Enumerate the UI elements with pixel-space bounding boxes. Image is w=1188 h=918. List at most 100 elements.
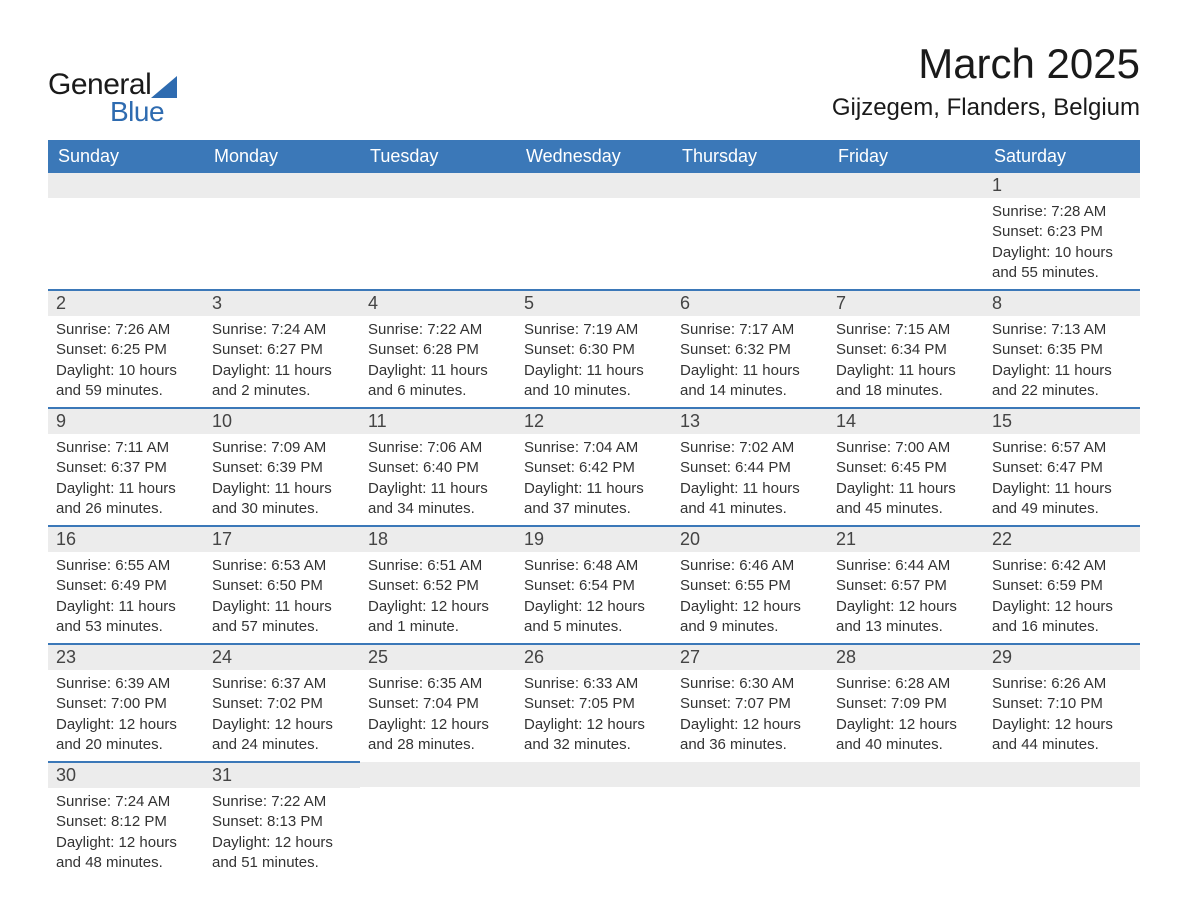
calendar-cell xyxy=(204,173,360,290)
day-content: Sunrise: 7:15 AMSunset: 6:34 PMDaylight:… xyxy=(828,316,984,407)
calendar-week-row: 9Sunrise: 7:11 AMSunset: 6:37 PMDaylight… xyxy=(48,408,1140,526)
day-header-row: Sunday Monday Tuesday Wednesday Thursday… xyxy=(48,140,1140,173)
day-number xyxy=(828,762,984,787)
day-number xyxy=(672,762,828,787)
day-content xyxy=(360,787,516,857)
calendar-cell: 28Sunrise: 6:28 AMSunset: 7:09 PMDayligh… xyxy=(828,644,984,762)
day-header: Friday xyxy=(828,140,984,173)
day-content: Sunrise: 6:55 AMSunset: 6:49 PMDaylight:… xyxy=(48,552,204,643)
day-content: Sunrise: 7:00 AMSunset: 6:45 PMDaylight:… xyxy=(828,434,984,525)
day-number xyxy=(672,173,828,198)
calendar-cell: 31Sunrise: 7:22 AMSunset: 8:13 PMDayligh… xyxy=(204,762,360,879)
header: General Blue March 2025 Gijzegem, Flande… xyxy=(48,40,1140,128)
day-header: Sunday xyxy=(48,140,204,173)
day-number: 13 xyxy=(672,409,828,434)
day-header: Saturday xyxy=(984,140,1140,173)
calendar-cell xyxy=(672,173,828,290)
day-number xyxy=(204,173,360,198)
day-number: 31 xyxy=(204,763,360,788)
day-number: 21 xyxy=(828,527,984,552)
calendar-week-row: 1Sunrise: 7:28 AMSunset: 6:23 PMDaylight… xyxy=(48,173,1140,290)
day-number: 15 xyxy=(984,409,1140,434)
day-header: Wednesday xyxy=(516,140,672,173)
day-content: Sunrise: 6:42 AMSunset: 6:59 PMDaylight:… xyxy=(984,552,1140,643)
day-content: Sunrise: 6:37 AMSunset: 7:02 PMDaylight:… xyxy=(204,670,360,761)
day-content: Sunrise: 6:57 AMSunset: 6:47 PMDaylight:… xyxy=(984,434,1140,525)
calendar-cell: 20Sunrise: 6:46 AMSunset: 6:55 PMDayligh… xyxy=(672,526,828,644)
day-number: 9 xyxy=(48,409,204,434)
day-content: Sunrise: 7:26 AMSunset: 6:25 PMDaylight:… xyxy=(48,316,204,407)
month-title: March 2025 xyxy=(832,40,1140,88)
day-content: Sunrise: 7:02 AMSunset: 6:44 PMDaylight:… xyxy=(672,434,828,525)
calendar-cell: 29Sunrise: 6:26 AMSunset: 7:10 PMDayligh… xyxy=(984,644,1140,762)
day-number: 19 xyxy=(516,527,672,552)
calendar-cell: 11Sunrise: 7:06 AMSunset: 6:40 PMDayligh… xyxy=(360,408,516,526)
day-header: Thursday xyxy=(672,140,828,173)
calendar-cell: 14Sunrise: 7:00 AMSunset: 6:45 PMDayligh… xyxy=(828,408,984,526)
day-number: 28 xyxy=(828,645,984,670)
day-number: 2 xyxy=(48,291,204,316)
day-content xyxy=(672,198,828,268)
logo-text-blue: Blue xyxy=(110,96,177,128)
day-number: 6 xyxy=(672,291,828,316)
calendar-cell: 26Sunrise: 6:33 AMSunset: 7:05 PMDayligh… xyxy=(516,644,672,762)
day-number: 16 xyxy=(48,527,204,552)
day-content xyxy=(204,198,360,268)
calendar-cell: 25Sunrise: 6:35 AMSunset: 7:04 PMDayligh… xyxy=(360,644,516,762)
day-content xyxy=(516,198,672,268)
logo: General Blue xyxy=(48,68,177,128)
day-content: Sunrise: 6:33 AMSunset: 7:05 PMDaylight:… xyxy=(516,670,672,761)
day-number: 27 xyxy=(672,645,828,670)
calendar-cell: 24Sunrise: 6:37 AMSunset: 7:02 PMDayligh… xyxy=(204,644,360,762)
calendar-cell xyxy=(516,173,672,290)
day-number: 30 xyxy=(48,763,204,788)
day-content: Sunrise: 7:22 AMSunset: 6:28 PMDaylight:… xyxy=(360,316,516,407)
calendar-week-row: 2Sunrise: 7:26 AMSunset: 6:25 PMDaylight… xyxy=(48,290,1140,408)
day-content: Sunrise: 7:24 AMSunset: 8:12 PMDaylight:… xyxy=(48,788,204,879)
calendar-week-row: 16Sunrise: 6:55 AMSunset: 6:49 PMDayligh… xyxy=(48,526,1140,644)
day-content: Sunrise: 6:44 AMSunset: 6:57 PMDaylight:… xyxy=(828,552,984,643)
day-content: Sunrise: 7:24 AMSunset: 6:27 PMDaylight:… xyxy=(204,316,360,407)
calendar-cell: 7Sunrise: 7:15 AMSunset: 6:34 PMDaylight… xyxy=(828,290,984,408)
day-number: 20 xyxy=(672,527,828,552)
calendar-cell xyxy=(516,762,672,879)
day-content xyxy=(360,198,516,268)
day-number: 26 xyxy=(516,645,672,670)
day-content: Sunrise: 7:04 AMSunset: 6:42 PMDaylight:… xyxy=(516,434,672,525)
calendar-cell: 12Sunrise: 7:04 AMSunset: 6:42 PMDayligh… xyxy=(516,408,672,526)
calendar-cell xyxy=(828,173,984,290)
calendar-cell: 13Sunrise: 7:02 AMSunset: 6:44 PMDayligh… xyxy=(672,408,828,526)
day-number: 5 xyxy=(516,291,672,316)
calendar-cell: 3Sunrise: 7:24 AMSunset: 6:27 PMDaylight… xyxy=(204,290,360,408)
calendar-cell xyxy=(48,173,204,290)
calendar-cell: 15Sunrise: 6:57 AMSunset: 6:47 PMDayligh… xyxy=(984,408,1140,526)
day-content: Sunrise: 7:09 AMSunset: 6:39 PMDaylight:… xyxy=(204,434,360,525)
day-number: 3 xyxy=(204,291,360,316)
day-content: Sunrise: 6:51 AMSunset: 6:52 PMDaylight:… xyxy=(360,552,516,643)
logo-triangle-icon xyxy=(151,76,177,98)
day-content: Sunrise: 6:39 AMSunset: 7:00 PMDaylight:… xyxy=(48,670,204,761)
day-content: Sunrise: 7:13 AMSunset: 6:35 PMDaylight:… xyxy=(984,316,1140,407)
calendar-cell: 18Sunrise: 6:51 AMSunset: 6:52 PMDayligh… xyxy=(360,526,516,644)
day-content: Sunrise: 7:11 AMSunset: 6:37 PMDaylight:… xyxy=(48,434,204,525)
calendar-cell: 10Sunrise: 7:09 AMSunset: 6:39 PMDayligh… xyxy=(204,408,360,526)
day-number xyxy=(48,173,204,198)
day-content: Sunrise: 7:22 AMSunset: 8:13 PMDaylight:… xyxy=(204,788,360,879)
day-number: 7 xyxy=(828,291,984,316)
day-content: Sunrise: 6:28 AMSunset: 7:09 PMDaylight:… xyxy=(828,670,984,761)
day-number: 10 xyxy=(204,409,360,434)
day-number: 1 xyxy=(984,173,1140,198)
day-header: Tuesday xyxy=(360,140,516,173)
day-number: 12 xyxy=(516,409,672,434)
calendar-cell xyxy=(828,762,984,879)
location: Gijzegem, Flanders, Belgium xyxy=(832,94,1140,122)
day-number: 24 xyxy=(204,645,360,670)
day-content xyxy=(516,787,672,857)
day-number xyxy=(516,173,672,198)
day-number xyxy=(984,762,1140,787)
calendar-cell: 4Sunrise: 7:22 AMSunset: 6:28 PMDaylight… xyxy=(360,290,516,408)
calendar-cell: 30Sunrise: 7:24 AMSunset: 8:12 PMDayligh… xyxy=(48,762,204,879)
day-number: 25 xyxy=(360,645,516,670)
calendar-cell: 23Sunrise: 6:39 AMSunset: 7:00 PMDayligh… xyxy=(48,644,204,762)
calendar-cell: 27Sunrise: 6:30 AMSunset: 7:07 PMDayligh… xyxy=(672,644,828,762)
